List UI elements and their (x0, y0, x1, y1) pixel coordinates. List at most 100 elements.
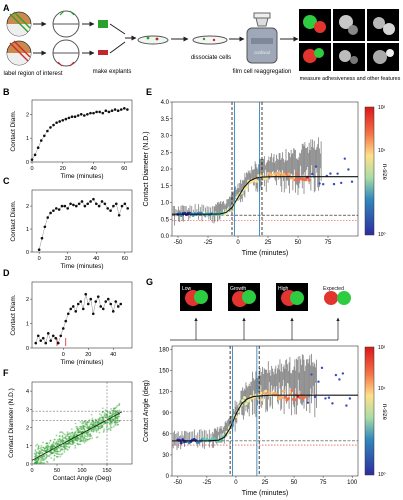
data-point (35, 451, 38, 454)
x-tick-label: 100 (77, 468, 86, 474)
data-point (117, 415, 120, 418)
data-point (59, 449, 62, 452)
y-tick-label: 3.5 (161, 117, 170, 123)
data-point (53, 457, 56, 460)
data-point (49, 447, 52, 449)
data-point (110, 421, 113, 423)
data-point (36, 461, 39, 464)
data-point (115, 416, 117, 419)
data-point (259, 391, 263, 395)
data-point (66, 431, 69, 434)
data-point (95, 429, 98, 432)
panel-letter-b: B (3, 87, 10, 97)
data-point (34, 459, 36, 462)
data-point (71, 431, 74, 434)
data-point (63, 447, 66, 449)
data-point (81, 436, 84, 438)
data-point (66, 435, 69, 437)
data-point (51, 443, 54, 446)
data-point (83, 435, 86, 438)
data-point (109, 415, 112, 418)
data-point (114, 421, 117, 424)
data-point (48, 454, 51, 457)
data-point (84, 423, 87, 426)
data-point (76, 437, 79, 440)
data-point (41, 457, 43, 460)
data-point (311, 172, 314, 176)
data-point (114, 416, 117, 419)
data-point (41, 455, 43, 458)
data-point (52, 444, 55, 447)
data-point (75, 425, 78, 428)
data-point (41, 462, 43, 464)
data-point (100, 426, 103, 429)
data-point (37, 458, 40, 461)
data-point (81, 433, 84, 436)
data-point (45, 456, 48, 459)
data-point (70, 432, 73, 434)
y-tick-label: 0 (26, 346, 29, 352)
data-point (79, 440, 82, 443)
data-point (74, 431, 77, 434)
x-axis-label: Time (minutes) (60, 359, 103, 366)
y-tick-label: 1 (26, 444, 29, 450)
data-point (63, 443, 65, 446)
x-tick-label: 100 (347, 480, 358, 486)
y-tick-label: 90 (162, 411, 169, 417)
data-point (43, 455, 46, 457)
data-point (114, 417, 117, 419)
data-point (51, 446, 54, 449)
data-point (50, 457, 53, 459)
data-point (68, 437, 71, 440)
data-point (97, 422, 100, 425)
data-point (67, 437, 70, 440)
y-tick-label: 1 (26, 322, 29, 328)
x-tick-label: 75 (325, 240, 332, 246)
data-point (51, 447, 53, 450)
data-point (60, 453, 63, 456)
data-point (53, 449, 56, 452)
data-point (44, 450, 47, 453)
data-point (72, 442, 75, 444)
plot-frame (31, 99, 133, 163)
data-point (116, 417, 119, 419)
data-point (56, 450, 59, 453)
data-point (87, 431, 90, 434)
y-tick-label: 1 (26, 136, 29, 142)
data-point (65, 445, 68, 448)
data-point (45, 456, 48, 459)
data-point (38, 462, 40, 464)
data-point (64, 442, 67, 445)
data-point (82, 426, 85, 429)
data-point (83, 429, 86, 431)
data-point (43, 447, 46, 450)
data-point (107, 421, 109, 424)
data-point (63, 446, 66, 448)
data-point (55, 448, 58, 451)
data-point (118, 402, 121, 405)
data-point (49, 440, 52, 442)
data-point (56, 447, 59, 450)
data-point (79, 438, 81, 441)
data-point (51, 445, 54, 448)
data-point (66, 438, 68, 441)
data-point (345, 404, 348, 407)
data-point (35, 458, 38, 461)
data-point (36, 457, 39, 460)
data-point (42, 458, 44, 461)
data-point (51, 451, 54, 454)
data-point (66, 433, 69, 436)
data-point (52, 441, 55, 443)
data-point (49, 448, 52, 450)
data-point (41, 451, 44, 454)
data-point (35, 462, 38, 464)
data-point (95, 423, 98, 426)
data-point (280, 396, 284, 400)
data-point (79, 443, 82, 446)
data-point (117, 411, 120, 414)
data-point (82, 422, 85, 425)
data-point (44, 447, 47, 450)
data-point (80, 425, 83, 428)
data-point (95, 420, 98, 423)
data-point (42, 450, 45, 452)
